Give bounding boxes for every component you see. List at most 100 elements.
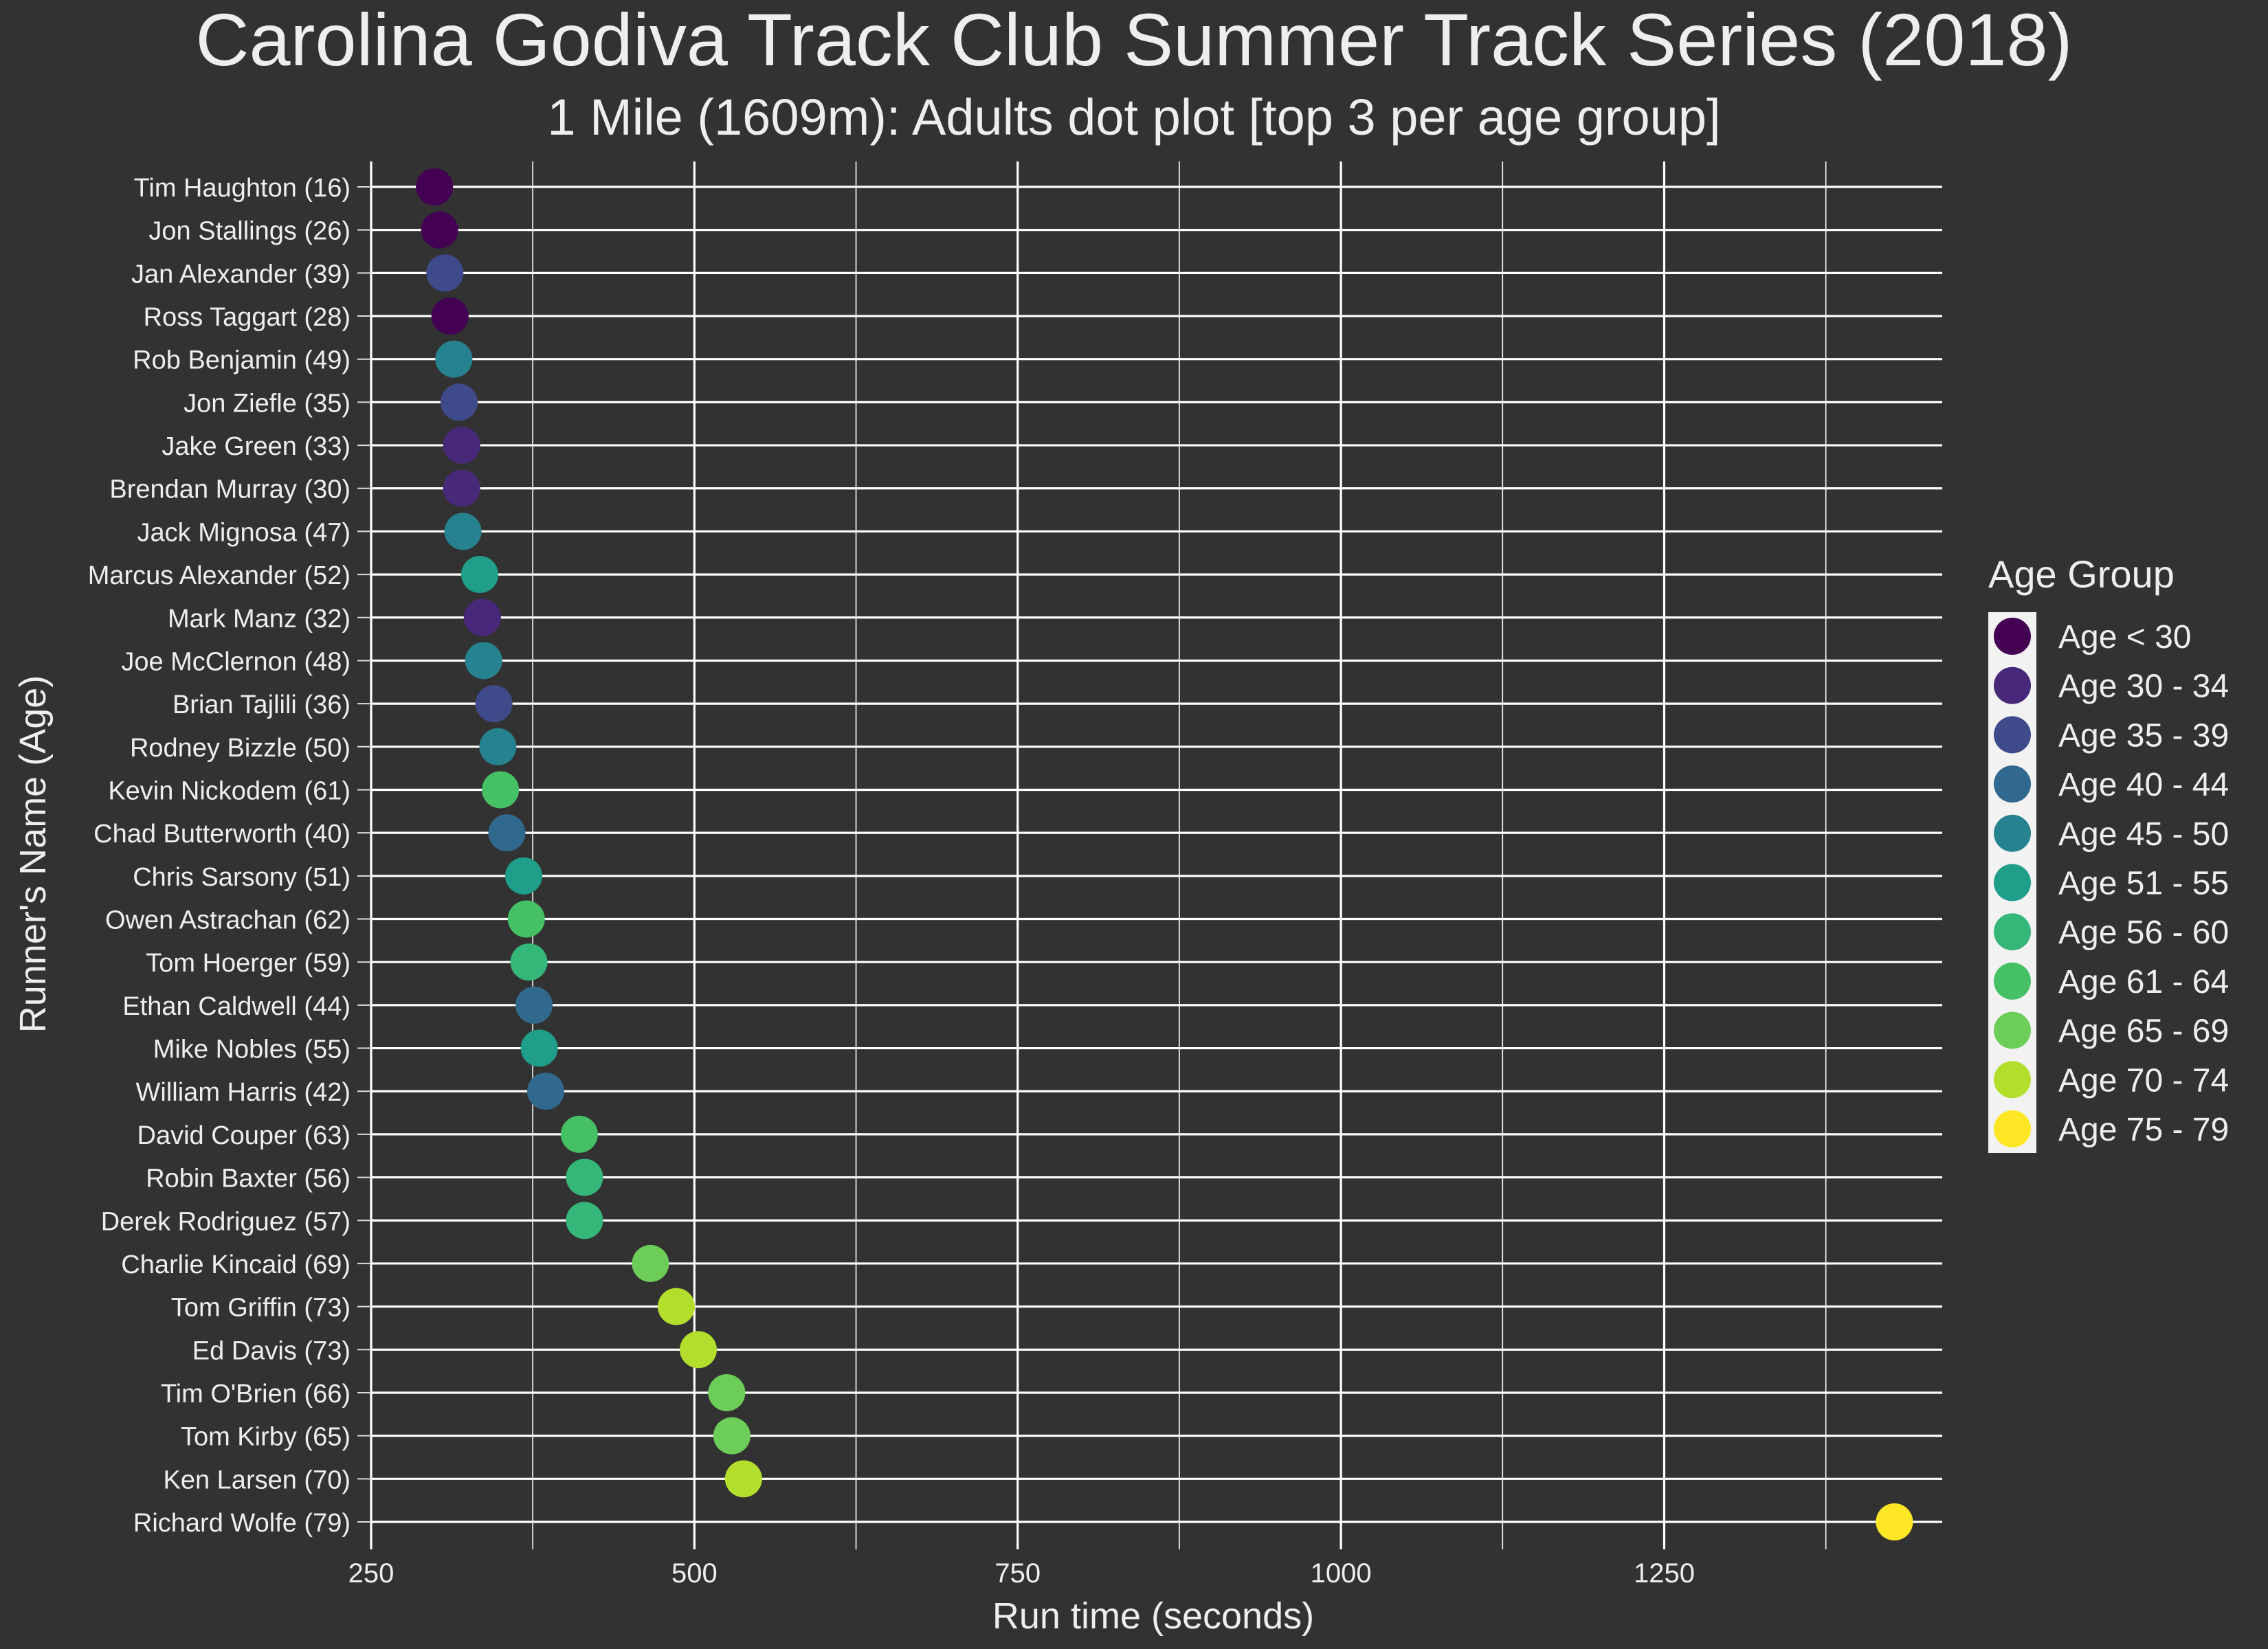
- legend-label: Age 56 - 60: [2058, 915, 2229, 951]
- legend-label: Age 65 - 69: [2058, 1013, 2229, 1050]
- legend-key: [1994, 765, 2031, 803]
- y-tick-label: Jan Alexander (39): [131, 260, 351, 289]
- y-tick-label: Tom Kirby (65): [181, 1423, 351, 1452]
- data-point: [479, 728, 517, 765]
- y-tick-labels: Tim Haughton (16) Jon Stallings (26) Jan A…: [88, 174, 371, 1538]
- data-point: [527, 1073, 564, 1110]
- data-point: [461, 556, 499, 594]
- y-tick-label: Marcus Alexander (52): [88, 561, 351, 590]
- y-tick-label: Charlie Kincaid (69): [121, 1250, 351, 1279]
- data-point: [488, 814, 526, 852]
- y-tick-label: Brendan Murray (30): [109, 475, 351, 504]
- y-tick-label: Jack Mignosa (47): [137, 518, 351, 547]
- data-point: [510, 943, 548, 981]
- y-axis-label: Runner's Name (Age): [12, 675, 54, 1033]
- legend-label: Age 35 - 39: [2058, 717, 2229, 754]
- legend-label: Age < 30: [2058, 619, 2192, 655]
- data-point: [566, 1202, 603, 1239]
- legend-key: [1994, 962, 2031, 1000]
- data-point: [421, 211, 458, 249]
- y-tick-label: Mark Manz (32): [168, 605, 351, 633]
- y-tick-label: Rob Benjamin (49): [133, 346, 351, 375]
- y-gridlines: [371, 186, 1942, 1523]
- legend-label: Age 45 - 50: [2058, 816, 2229, 853]
- data-point: [708, 1373, 746, 1411]
- data-point: [435, 340, 473, 378]
- data-points: [416, 168, 1913, 1540]
- data-point: [475, 685, 513, 723]
- y-tick-label: Rodney Bizzle (50): [130, 734, 351, 763]
- legend: Age Group Age < 30 Age 30 - 34 Age 35 - 39…: [1988, 552, 2229, 1153]
- legend-label: Age 61 - 64: [2058, 964, 2229, 1000]
- legend-key: [1994, 913, 2031, 951]
- y-tick-label: Derek Rodriguez (57): [101, 1207, 351, 1236]
- y-tick-label: Chris Sarsony (51): [133, 863, 351, 892]
- y-tick-label: Joe McClernon (48): [121, 647, 351, 676]
- legend-key: [1994, 864, 2031, 901]
- x-tick-label: 1250: [1634, 1558, 1695, 1589]
- y-tick-label: Jon Ziefle (35): [184, 389, 351, 418]
- legend-key: [1994, 618, 2031, 655]
- legend-label: Age 70 - 74: [2058, 1062, 2229, 1099]
- data-point: [658, 1288, 696, 1325]
- y-tick-label: Robin Baxter (56): [146, 1165, 351, 1193]
- legend-title: Age Group: [1988, 552, 2175, 596]
- data-point: [505, 857, 543, 895]
- data-point: [632, 1244, 669, 1282]
- data-point: [431, 298, 469, 335]
- data-point: [443, 427, 480, 464]
- legend-key: [1994, 1011, 2031, 1049]
- data-point: [482, 771, 520, 809]
- y-tick-label: Ken Larsen (70): [164, 1466, 351, 1494]
- y-tick-label: Tim Haughton (16): [134, 174, 351, 203]
- data-point: [444, 513, 482, 550]
- y-tick-label: Richard Wolfe (79): [133, 1509, 351, 1538]
- data-point: [1876, 1503, 1913, 1540]
- y-tick-label: Kevin Nickodem (61): [108, 776, 351, 805]
- chart-subtitle: 1 Mile (1609m): Adults dot plot [top 3 p…: [547, 89, 1720, 146]
- y-tick-label: Ross Taggart (28): [144, 303, 351, 332]
- x-tick-label: 250: [348, 1558, 394, 1589]
- data-point: [463, 598, 501, 636]
- legend-key: [1994, 666, 2031, 704]
- data-point: [724, 1460, 762, 1498]
- x-tick-label: 750: [994, 1558, 1041, 1589]
- legend-label: Age 30 - 34: [2058, 669, 2229, 705]
- legend-key: [1994, 716, 2031, 754]
- chart-title: Carolina Godiva Track Club Summer Track …: [195, 0, 2072, 81]
- y-tick-label: Tim O'Brien (66): [161, 1380, 351, 1409]
- legend-label: Age 51 - 55: [2058, 866, 2229, 902]
- data-point: [566, 1158, 603, 1196]
- y-tick-label: Chad Butterworth (40): [93, 820, 351, 849]
- legend-label: Age 40 - 44: [2058, 767, 2229, 803]
- y-tick-label: Owen Astrachan (62): [105, 906, 351, 935]
- legend-key: [1994, 1110, 2031, 1147]
- legend-key: [1994, 814, 2031, 852]
- data-point: [515, 986, 553, 1024]
- y-tick-label: Brian Tajlili (36): [173, 691, 351, 719]
- y-tick-label: Jake Green (33): [162, 432, 351, 461]
- x-tick-label: 1000: [1311, 1558, 1372, 1589]
- y-tick-label: William Harris (42): [136, 1078, 351, 1107]
- data-point: [426, 254, 464, 292]
- y-tick-label: Ed Davis (73): [192, 1336, 351, 1365]
- x-axis-label: Run time (seconds): [992, 1595, 1314, 1637]
- data-point: [416, 168, 454, 205]
- y-tick-label: David Couper (63): [137, 1121, 351, 1150]
- x-tick-label: 500: [671, 1558, 718, 1589]
- data-point: [507, 900, 545, 938]
- y-tick-label: Jon Stallings (26): [148, 217, 351, 246]
- y-tick-label: Tom Hoerger (59): [146, 949, 351, 978]
- data-point: [440, 383, 478, 421]
- legend-label: Age 75 - 79: [2058, 1112, 2229, 1148]
- data-point: [443, 469, 480, 507]
- data-point: [560, 1115, 598, 1153]
- y-tick-label: Ethan Caldwell (44): [122, 992, 351, 1021]
- data-point: [520, 1029, 558, 1067]
- x-gridlines: [370, 161, 1827, 1549]
- data-point: [680, 1331, 718, 1369]
- data-point: [465, 642, 502, 680]
- legend-key: [1994, 1061, 2031, 1099]
